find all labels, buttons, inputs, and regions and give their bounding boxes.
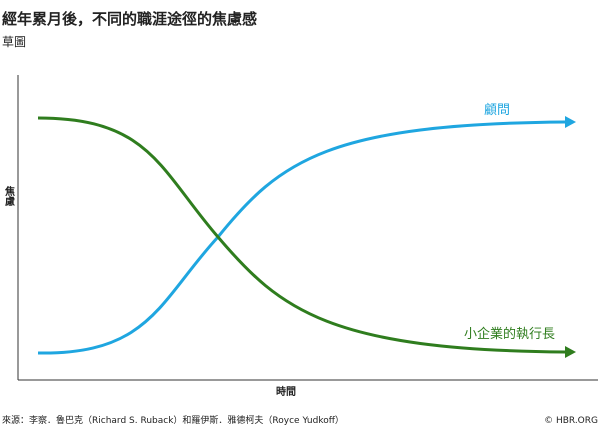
curve — [37, 120, 566, 355]
x-axis-label: 時間 — [276, 385, 296, 398]
chart-subtitle: 草圖 — [2, 35, 26, 49]
curve — [37, 116, 566, 354]
series-label: 顧問 — [484, 103, 510, 118]
arrow-head — [565, 346, 576, 358]
source: 來源：李察．魯巴克（Richard S. Ruback）和羅伊斯．雅德柯夫（Ro… — [2, 414, 344, 426]
y-axis-label: 焦慮 — [3, 185, 16, 207]
chart-title: 經年累月後，不同的職涯途徑的焦慮感 — [2, 10, 257, 28]
series-label: 小企業的執行長 — [464, 326, 555, 342]
credit: © HBR.ORG — [544, 416, 598, 426]
arrow-head — [565, 116, 576, 128]
